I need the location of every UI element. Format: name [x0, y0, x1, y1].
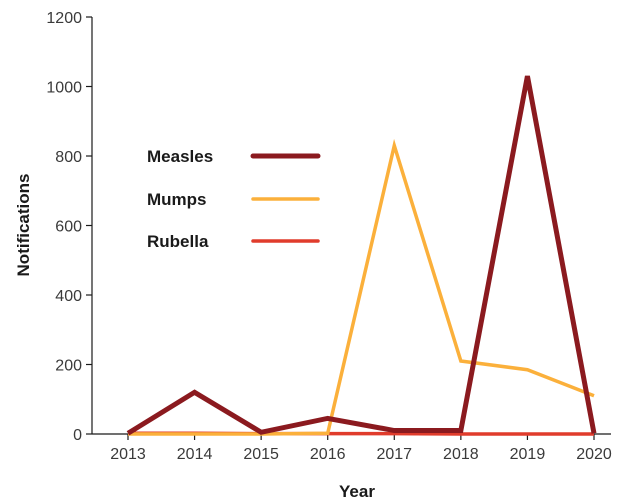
- x-tick-label: 2016: [310, 446, 346, 463]
- x-tick-label: 2020: [576, 446, 612, 463]
- x-tick-label: 2014: [177, 446, 213, 463]
- y-tick-label: 800: [55, 149, 82, 166]
- x-tick-label: 2018: [443, 446, 479, 463]
- y-axis-ticks: 0 200 400 600 800 1000 1200: [46, 10, 92, 444]
- y-tick-label: 400: [55, 288, 82, 305]
- x-tick-label: 2015: [243, 446, 279, 463]
- y-tick-label: 1200: [46, 10, 82, 27]
- legend-label-measles: Measles: [147, 147, 213, 166]
- series-lines: [126, 75, 597, 436]
- y-tick-label: 0: [73, 427, 82, 444]
- x-tick-label: 2019: [510, 446, 546, 463]
- x-axis-title: Year: [339, 482, 375, 501]
- legend-label-mumps: Mumps: [147, 190, 207, 209]
- legend-label-rubella: Rubella: [147, 232, 209, 251]
- y-axis-title: Notifications: [14, 174, 33, 277]
- legend: Measles Mumps Rubella: [138, 140, 338, 266]
- y-tick-label: 1000: [46, 80, 82, 97]
- y-tick-label: 200: [55, 358, 82, 375]
- legend-background: [138, 140, 338, 266]
- x-axis-ticks: 2013 2014 2015 2016 2017 2018 2019 2020: [110, 434, 612, 463]
- x-tick-label: 2013: [110, 446, 146, 463]
- y-tick-label: 600: [55, 219, 82, 236]
- x-tick-label: 2017: [376, 446, 412, 463]
- series-line-measles: [126, 75, 597, 436]
- series-line-mumps: [128, 138, 595, 436]
